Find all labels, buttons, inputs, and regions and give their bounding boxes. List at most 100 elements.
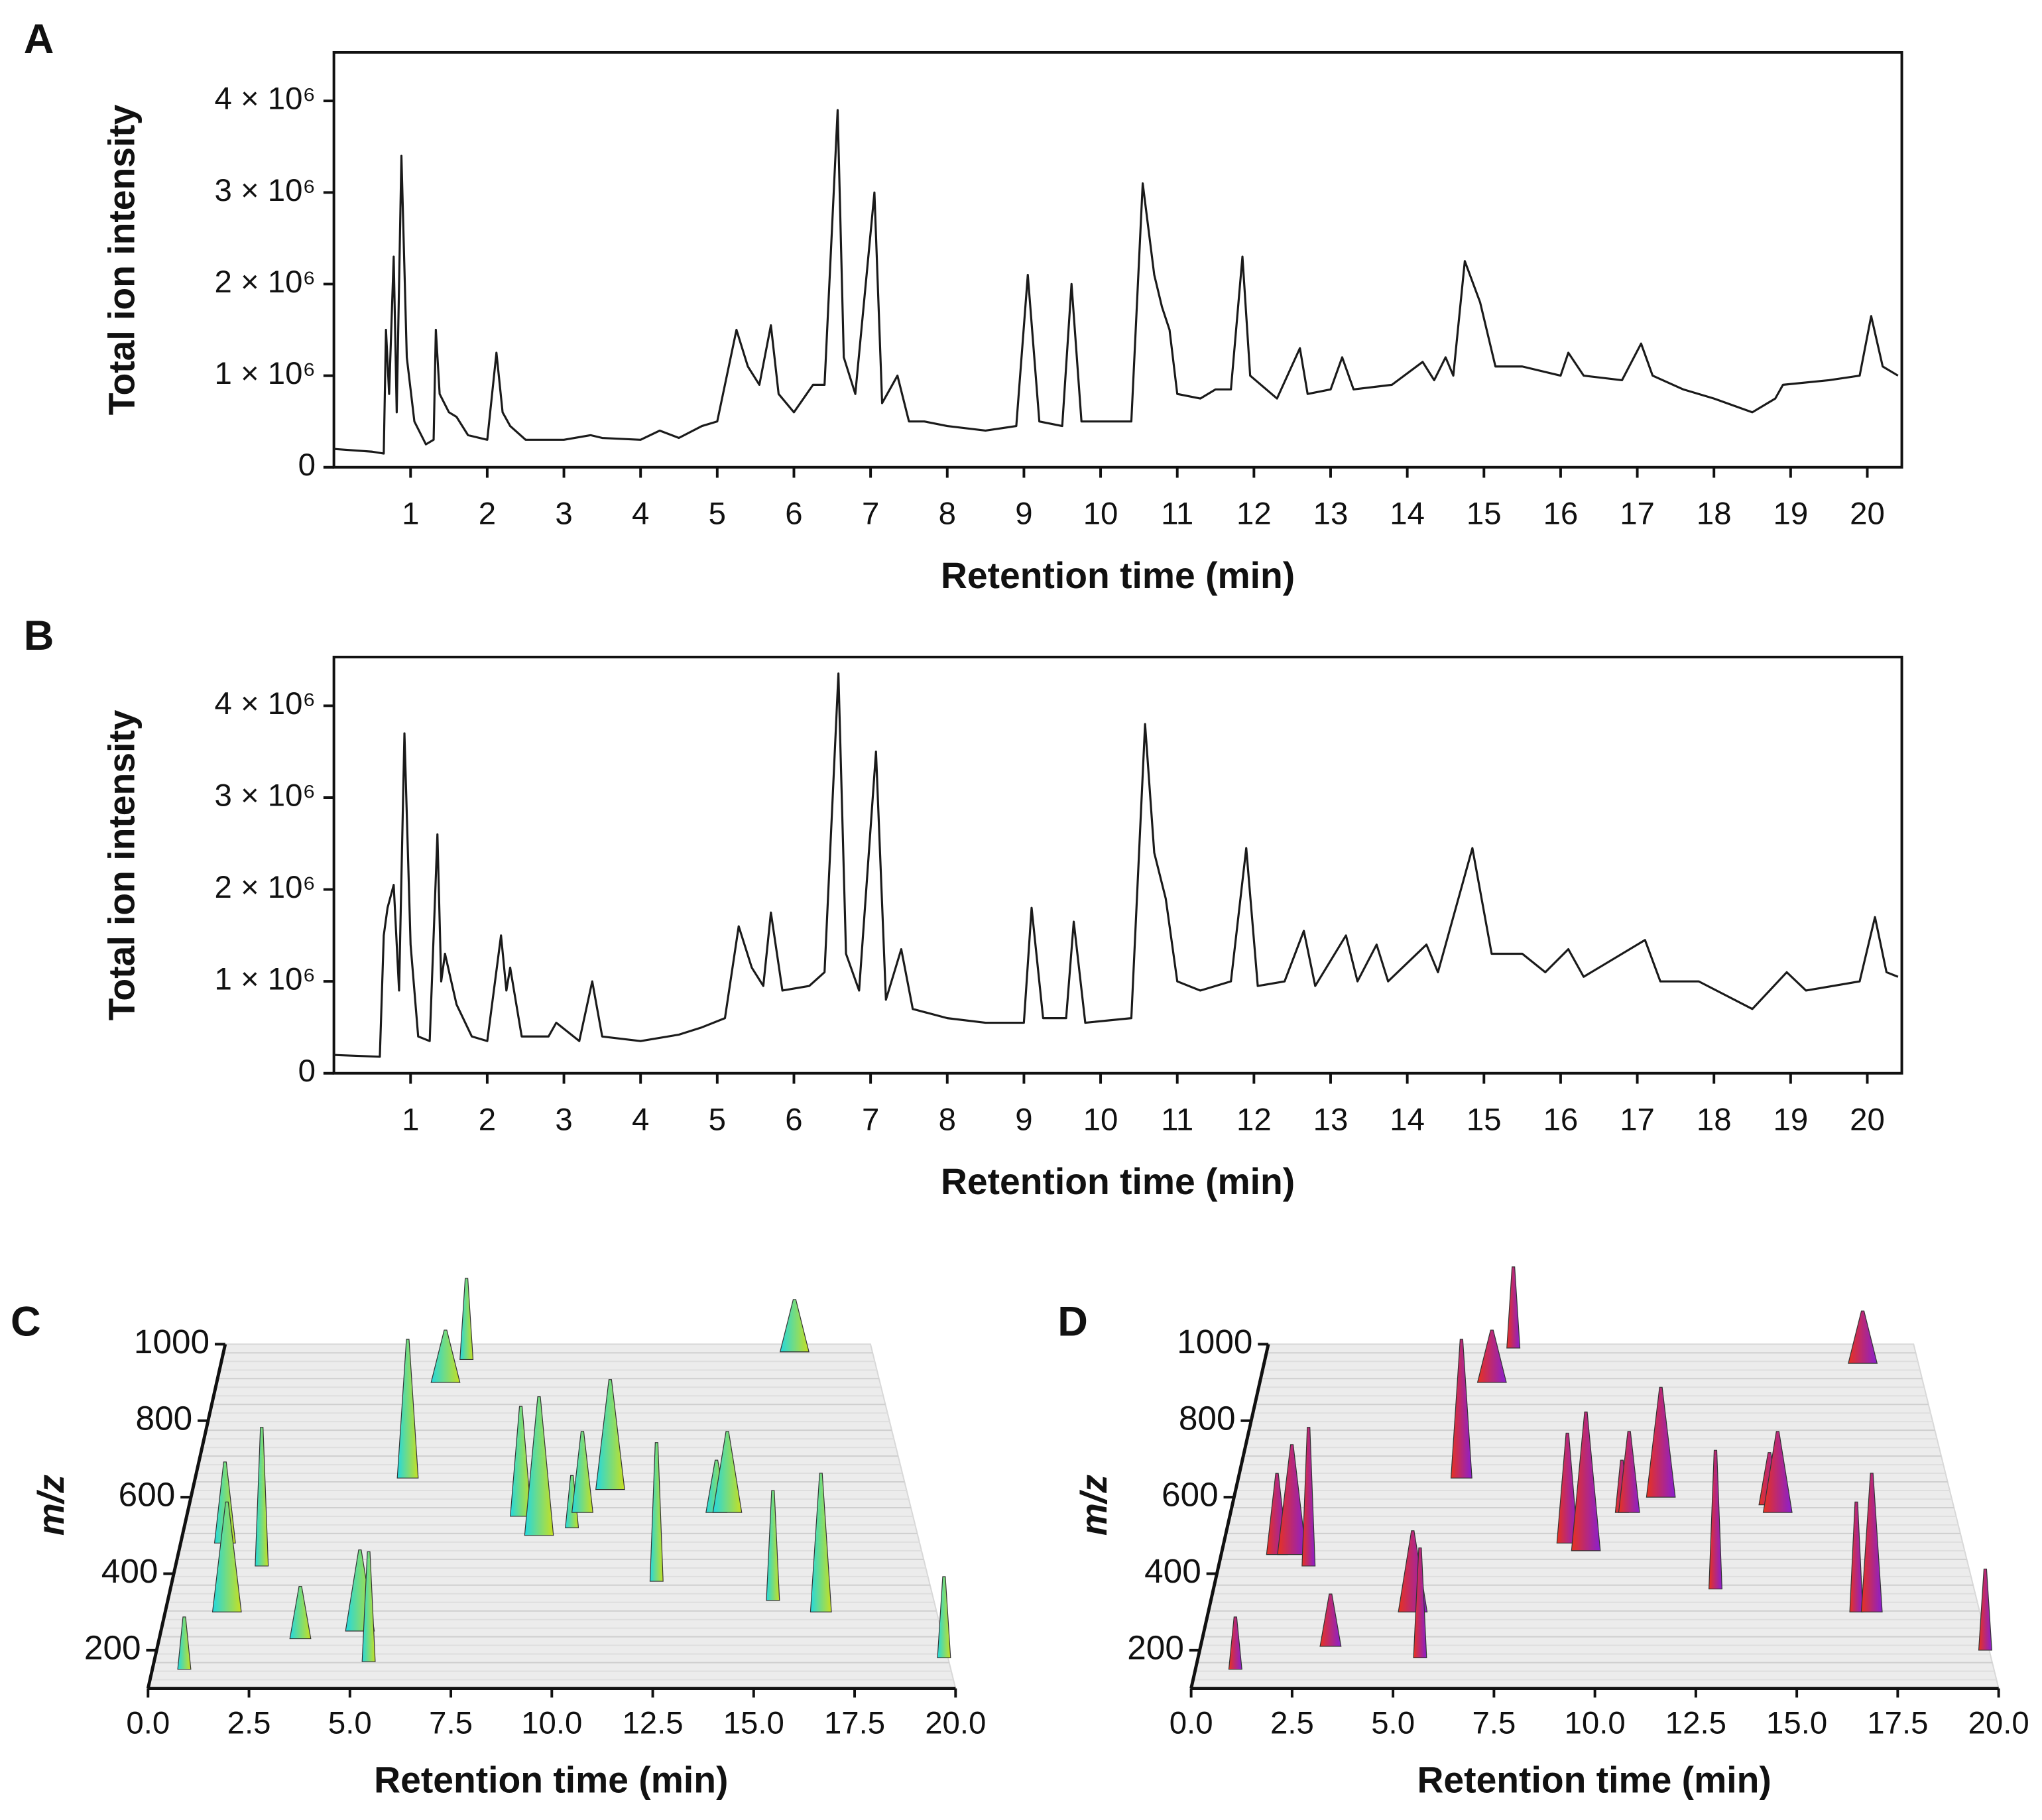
peak <box>430 1329 461 1383</box>
x-tick-label: 9 <box>1015 1102 1032 1137</box>
x-tick-label: 10.0 <box>1565 1705 1626 1740</box>
tic-line <box>333 109 1899 455</box>
x-tick-label: 4 <box>632 1102 649 1137</box>
x-tick-label: 13 <box>1313 1102 1349 1137</box>
y-tick-label: 4 × 10⁶ <box>214 82 315 117</box>
x-tick-label: 10 <box>1083 496 1118 531</box>
peak <box>1476 1329 1507 1383</box>
x-tick-label: 12.5 <box>1665 1705 1726 1740</box>
x-tick-label: 14 <box>1390 496 1425 531</box>
x-tick-label: 15.0 <box>723 1705 784 1740</box>
x-tick-label: 6 <box>785 1102 802 1137</box>
x-tick-label: 2 <box>479 1102 496 1137</box>
y-axis-label: Total ion intensity <box>101 709 142 1020</box>
y-tick-label: 0 <box>298 448 316 483</box>
x-tick-label: 20.0 <box>1968 1705 2029 1740</box>
x-tick-label: 15 <box>1467 496 1502 531</box>
x-tick-label: 11 <box>1161 1102 1193 1137</box>
x-tick-label: 17.5 <box>824 1705 885 1740</box>
peak <box>459 1278 474 1361</box>
plot-frame <box>332 656 1903 1075</box>
y-tick-label: 3 × 10⁶ <box>214 778 315 814</box>
peak <box>712 1431 743 1513</box>
x-tick-label: 7 <box>862 1102 879 1137</box>
x-tick-label: 4 <box>632 496 649 531</box>
x-tick-label: 1 <box>402 496 419 531</box>
peak <box>1849 1501 1864 1612</box>
x-axis-label: Retention time (min) <box>374 1759 728 1800</box>
y-tick-label: 1 × 10⁶ <box>214 356 315 391</box>
y-axis-label: Total ion intensity <box>101 104 142 415</box>
peak <box>289 1585 312 1640</box>
x-tick-label: 5 <box>709 1102 726 1137</box>
y-tick-label: 600 <box>1162 1476 1219 1514</box>
peak <box>510 1406 532 1517</box>
plot-frame <box>332 50 1903 469</box>
peak <box>211 1501 242 1612</box>
x-axis-label: Retention time (min) <box>941 1161 1295 1202</box>
y-tick-label: 200 <box>84 1628 141 1666</box>
peak <box>1762 1431 1793 1513</box>
x-tick-label: 10.0 <box>521 1705 582 1740</box>
x-axis-label: Retention time (min) <box>1417 1759 1772 1800</box>
peak <box>1413 1547 1427 1658</box>
peak <box>1301 1427 1316 1567</box>
x-tick-label: 20.0 <box>925 1705 986 1740</box>
peak <box>649 1442 664 1582</box>
x-tick-label: 13 <box>1313 496 1349 531</box>
y-tick-label: 0 <box>298 1054 316 1089</box>
panel-label: B <box>24 613 54 659</box>
x-tick-label: 2.5 <box>1270 1705 1314 1740</box>
x-tick-label: 2 <box>479 496 496 531</box>
panel-label: A <box>24 16 54 62</box>
x-tick-label: 7 <box>862 496 879 531</box>
y-tick-label: 800 <box>1179 1399 1236 1437</box>
peak <box>1450 1339 1472 1479</box>
peak <box>361 1551 376 1662</box>
x-tick-label: 17 <box>1620 496 1655 531</box>
peak <box>177 1616 192 1670</box>
y-tick-label: 800 <box>136 1399 193 1437</box>
x-tick-label: 16 <box>1543 1102 1579 1137</box>
x-tick-label: 0.0 <box>126 1705 170 1740</box>
y-tick-label: 400 <box>101 1552 158 1590</box>
y-tick-label: 400 <box>1144 1552 1201 1590</box>
peak <box>595 1379 625 1490</box>
y-tick-label: 1000 <box>134 1323 210 1361</box>
y-axis-label: m/z <box>30 1475 72 1536</box>
x-tick-label: 8 <box>939 1102 956 1137</box>
peak <box>1618 1431 1640 1513</box>
x-tick-label: 5.0 <box>1371 1705 1415 1740</box>
panel-label: C <box>11 1298 41 1345</box>
peak <box>779 1299 810 1353</box>
peak <box>1506 1266 1521 1349</box>
y-tick-label: 1000 <box>1177 1323 1252 1361</box>
x-tick-label: 7.5 <box>429 1705 473 1740</box>
peak <box>524 1396 554 1536</box>
peak <box>396 1339 419 1479</box>
x-tick-label: 0.0 <box>1170 1705 1213 1740</box>
y-tick-label: 2 × 10⁶ <box>214 265 315 300</box>
y-tick-label: 600 <box>119 1476 176 1514</box>
y-tick-label: 3 × 10⁶ <box>214 173 315 208</box>
peak <box>1848 1310 1878 1364</box>
x-tick-label: 12.5 <box>622 1705 683 1740</box>
peak <box>1646 1386 1676 1498</box>
x-tick-label: 19 <box>1773 496 1809 531</box>
y-axis-label: m/z <box>1073 1475 1114 1536</box>
y-tick-label: 2 × 10⁶ <box>214 870 315 905</box>
x-tick-label: 16 <box>1543 496 1579 531</box>
peak <box>1228 1616 1242 1670</box>
y-tick-label: 1 × 10⁶ <box>214 962 315 997</box>
x-tick-label: 10 <box>1083 1102 1118 1137</box>
peak <box>1571 1412 1601 1551</box>
x-tick-label: 20 <box>1850 496 1885 531</box>
x-tick-label: 20 <box>1850 1102 1885 1137</box>
peak <box>1860 1473 1883 1612</box>
x-tick-label: 15 <box>1467 1102 1502 1137</box>
peak <box>766 1490 780 1601</box>
x-tick-label: 12 <box>1236 1102 1272 1137</box>
x-tick-label: 5.0 <box>328 1705 372 1740</box>
peak <box>571 1431 593 1513</box>
x-tick-label: 2.5 <box>227 1705 271 1740</box>
